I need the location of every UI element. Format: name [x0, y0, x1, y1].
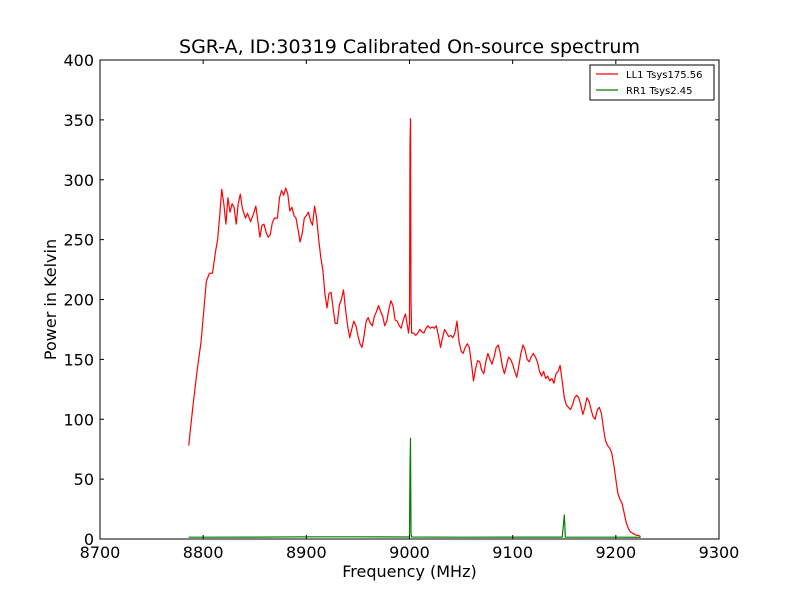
series-line-rr1 — [188, 437, 641, 538]
x-tick-label: 9300 — [699, 543, 740, 562]
y-tick-label: 200 — [63, 291, 94, 310]
legend-box — [589, 64, 715, 101]
y-tick-label: 50 — [74, 470, 94, 489]
legend: LL1 Tsys175.56 RR1 Tsys2.45 — [589, 64, 715, 101]
x-tick-label: 8900 — [286, 543, 327, 562]
x-tick-label: 8800 — [183, 543, 224, 562]
chart-title: SGR-A, ID:30319 Calibrated On-source spe… — [179, 36, 640, 58]
x-axis-title: Frequency (MHz) — [342, 562, 476, 581]
x-tick-label: 9000 — [389, 543, 430, 562]
y-tick-label: 400 — [63, 51, 94, 70]
y-axis-title: Power in Kelvin — [41, 239, 60, 360]
series-line-ll1 — [188, 118, 641, 538]
y-tick-label: 0 — [84, 530, 94, 549]
x-tick-label: 9100 — [492, 543, 533, 562]
y-tick-label: 350 — [63, 111, 94, 130]
y-tick-label: 100 — [63, 410, 94, 429]
y-tick-label: 150 — [63, 350, 94, 369]
plot-area — [188, 118, 641, 538]
y-tick-label: 250 — [63, 231, 94, 250]
axis-ticks: 8700 8800 8900 9000 9100 9200 9300 0 50 100 150 200… — [63, 51, 739, 562]
legend-label: LL1 Tsys175.56 — [626, 70, 702, 81]
x-tick-label: 8700 — [80, 543, 121, 562]
legend-label: RR1 Tsys2.45 — [626, 86, 693, 97]
y-tick-label: 300 — [63, 171, 94, 190]
x-tick-label: 9200 — [595, 543, 636, 562]
